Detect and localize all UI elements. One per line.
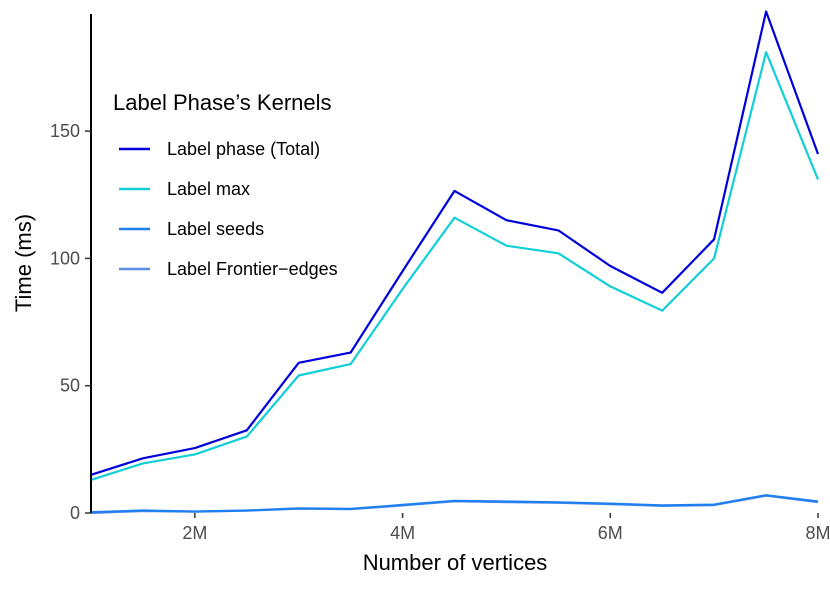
y-tick-label: 0 (70, 503, 80, 523)
series-layer (90, 10, 820, 515)
x-tick-label: 2M (182, 523, 207, 543)
series-line (90, 494, 819, 514)
y-axis-ticks: 0 50 100 150 (50, 121, 91, 523)
x-tick-label: 8M (805, 523, 830, 543)
legend-title: Label Phase’s Kernels (113, 90, 332, 115)
x-tick-label: 6M (598, 523, 623, 543)
legend-label: Label Frontier−edges (167, 259, 338, 279)
legend-label: Label max (167, 179, 250, 199)
y-axis-title: Time (ms) (11, 214, 36, 312)
legend: Label Phase’s Kernels Label phase (Total… (113, 90, 338, 279)
x-tick-label: 4M (390, 523, 415, 543)
legend-label: Label seeds (167, 219, 264, 239)
x-axis-ticks: 2M 4M 6M 8M (182, 513, 830, 543)
series-line (90, 51, 820, 481)
y-tick-label: 50 (60, 376, 80, 396)
series-line (90, 10, 820, 476)
legend-label: Label phase (Total) (167, 139, 320, 159)
y-tick-label: 100 (50, 248, 80, 268)
x-axis-title: Number of vertices (363, 550, 548, 575)
y-tick-label: 150 (50, 121, 80, 141)
